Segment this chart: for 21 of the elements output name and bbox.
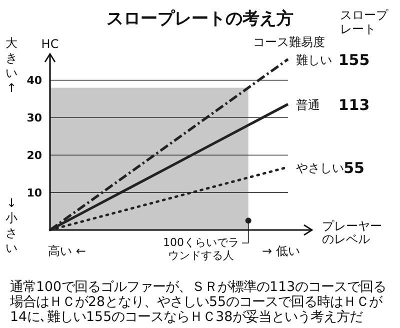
legend-title: コース難易度 (253, 35, 325, 49)
text: スロープレート (340, 8, 390, 36)
text: 大きい↑ (5, 36, 18, 96)
text: 113 (338, 96, 370, 114)
chart-title: スロープレートの考え方 (106, 9, 294, 29)
series-label: 普通 (296, 98, 320, 112)
y-axis-title: HC (41, 37, 59, 51)
y-tick-label: 40 (26, 74, 42, 88)
text: 通常100で回るゴルファーが、ＳＲが標準の113のコースで回る場合はＨＣが28となり、やさしい55のコースで回る時はＨＣが14に､難しい155のコースならＨＣ38が妥当という考え方だ (10, 280, 388, 325)
text: 高い ← (48, 243, 86, 260)
series-label: 難しい (296, 53, 332, 68)
text: ↓小さい (5, 196, 18, 256)
x-axis-title: プレーヤーのレベル (322, 219, 383, 246)
text: 155 (338, 51, 370, 70)
y-tick-label: 10 (26, 186, 42, 200)
series-label: やさしい (296, 161, 344, 176)
text: 100くらいでラウンドする人 (163, 236, 239, 262)
text: 55 (344, 159, 364, 178)
y-tick-label: 30 (26, 112, 42, 125)
text: → 低い (262, 243, 300, 260)
y-tick-label: 20 (26, 149, 42, 162)
